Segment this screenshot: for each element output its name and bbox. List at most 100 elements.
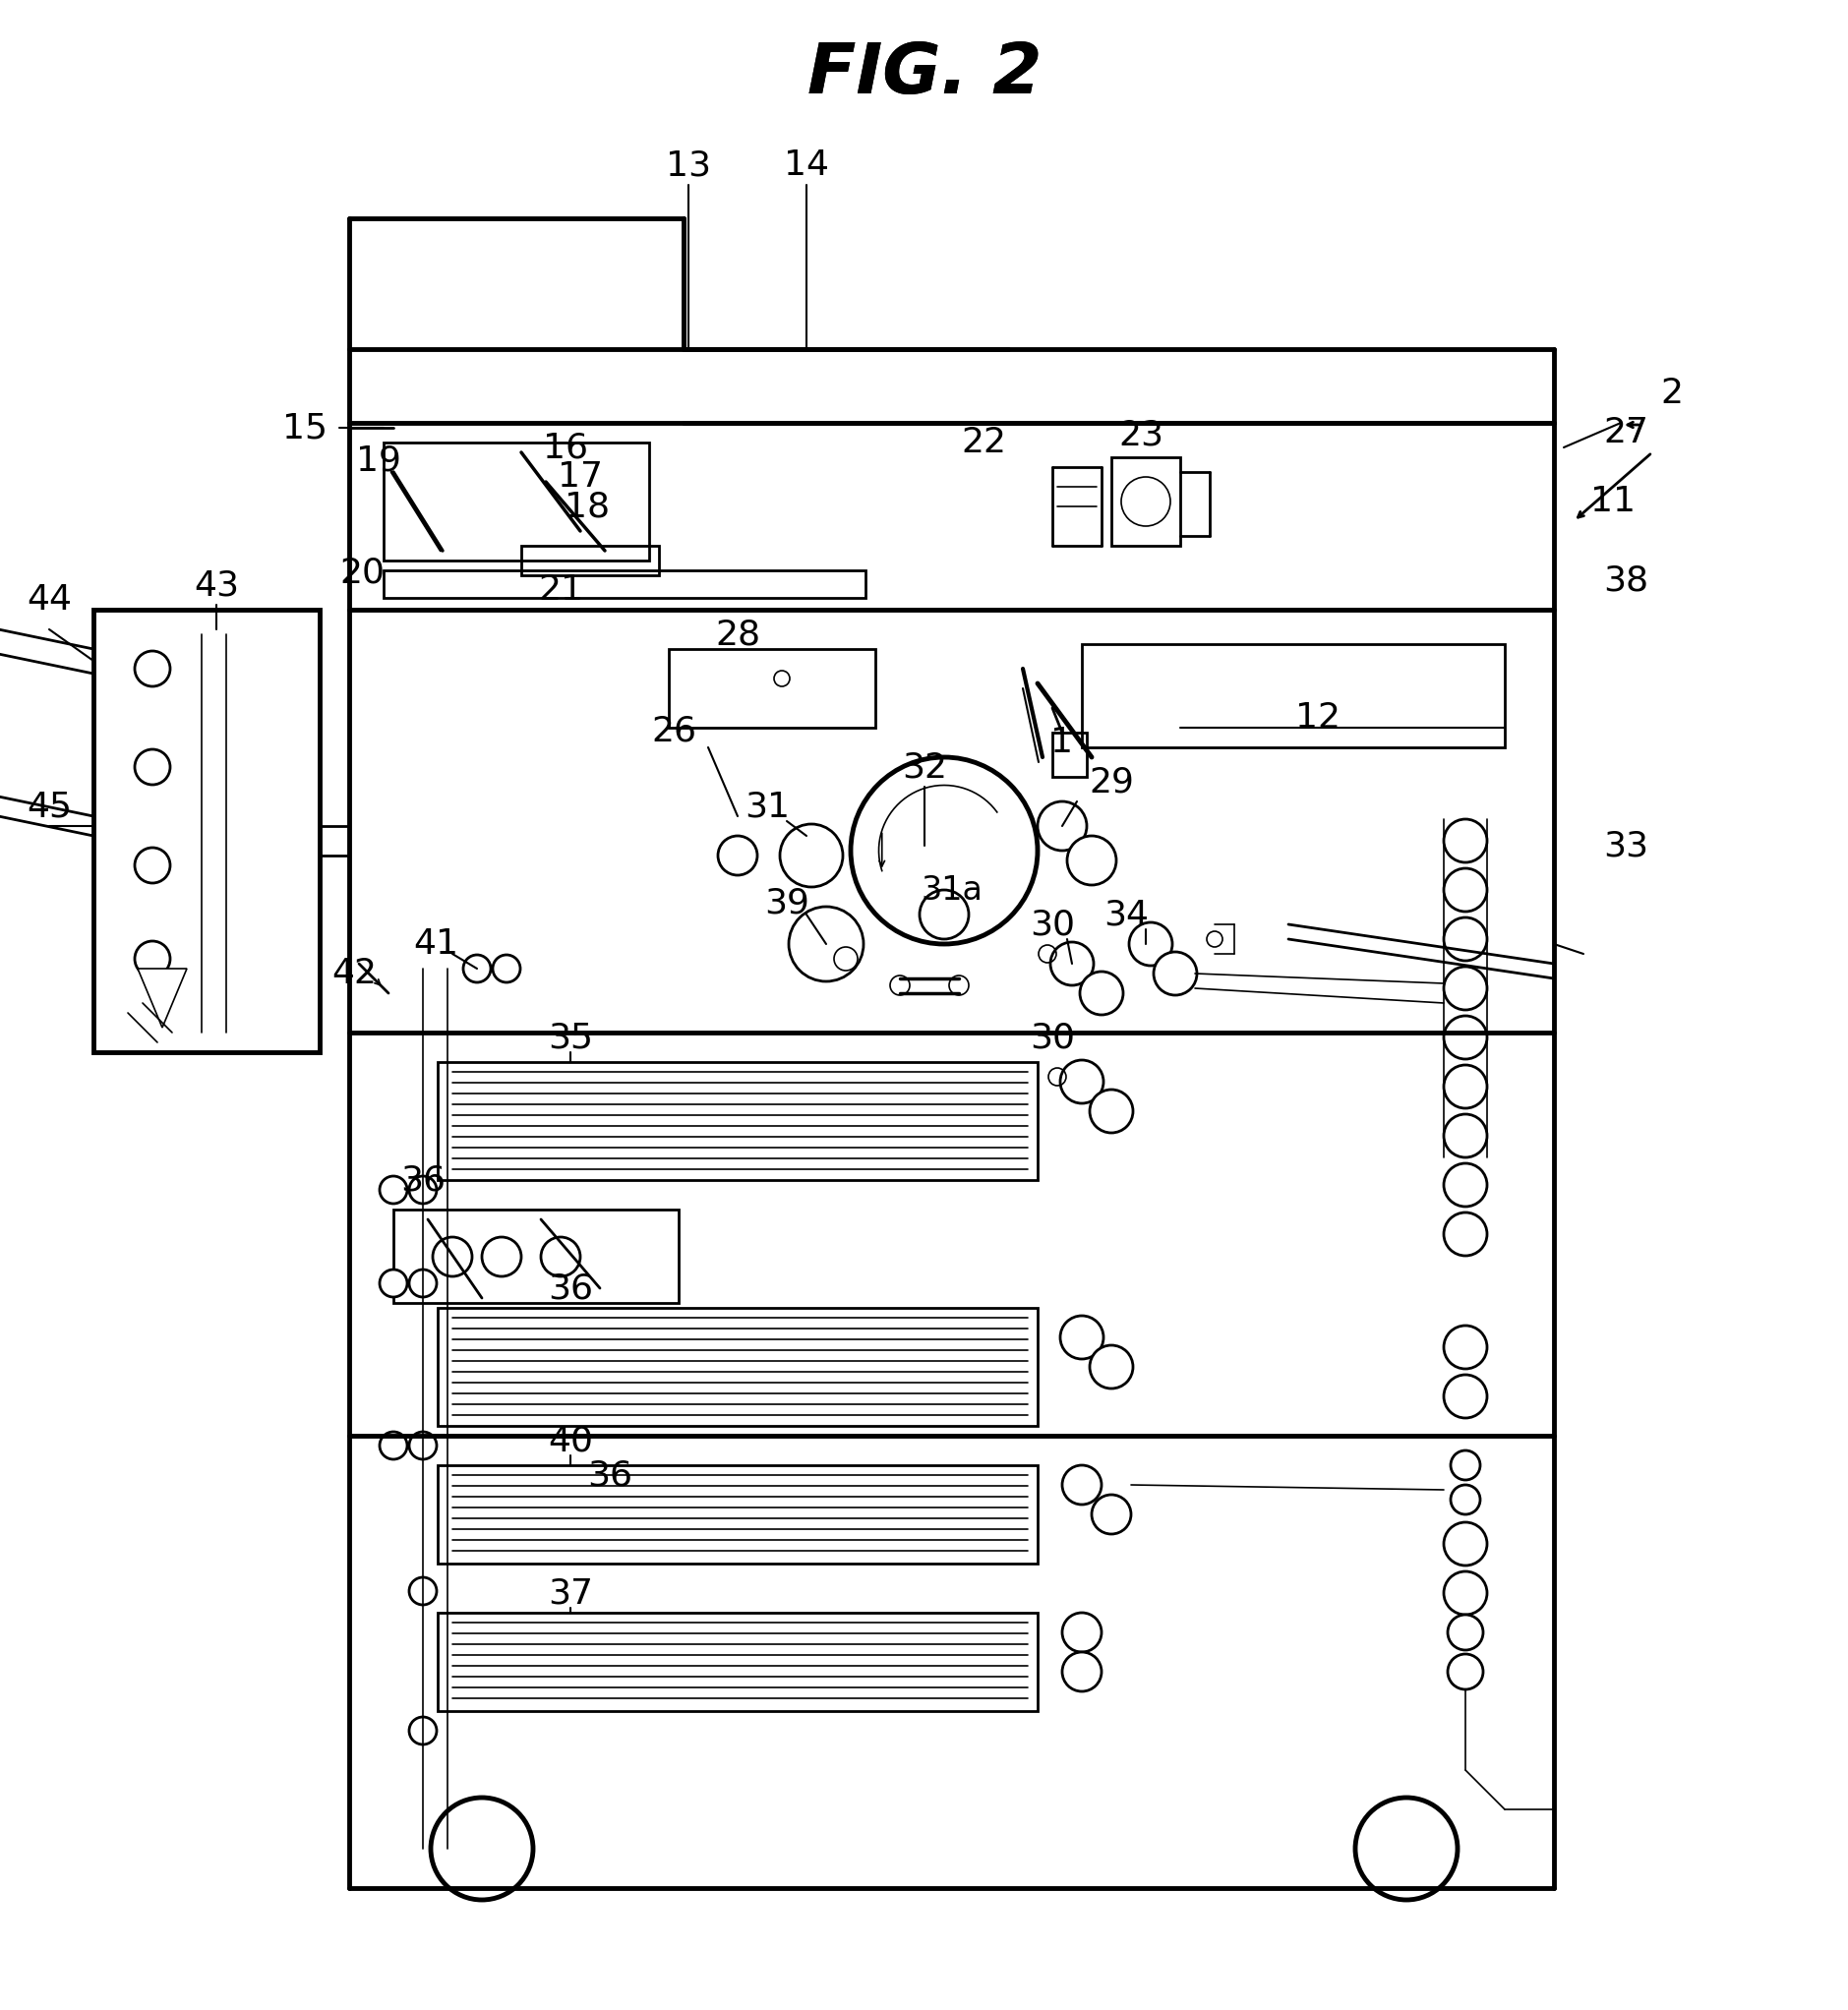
Text: FIG. 2: FIG. 2: [808, 40, 1042, 109]
Circle shape: [1443, 917, 1488, 961]
Text: FIG. 2: FIG. 2: [808, 40, 1042, 109]
Circle shape: [379, 1431, 407, 1459]
Text: 2: 2: [1661, 376, 1684, 410]
Circle shape: [1443, 1015, 1488, 1059]
Circle shape: [408, 1176, 436, 1204]
Text: 31: 31: [745, 790, 789, 822]
Circle shape: [408, 1578, 436, 1604]
Circle shape: [1090, 1345, 1133, 1389]
Circle shape: [135, 750, 170, 784]
Bar: [669, 649, 876, 728]
Text: 26: 26: [650, 714, 697, 748]
Text: 13: 13: [665, 149, 711, 183]
Text: 30: 30: [1029, 909, 1076, 941]
Polygon shape: [139, 969, 187, 1027]
Bar: [1111, 456, 1181, 547]
Circle shape: [1443, 967, 1488, 1009]
Text: 23: 23: [1118, 418, 1164, 452]
Circle shape: [1443, 1325, 1488, 1369]
Circle shape: [1092, 1495, 1131, 1534]
Bar: [438, 1465, 1037, 1564]
Circle shape: [464, 955, 492, 983]
Circle shape: [1090, 1089, 1133, 1134]
Circle shape: [774, 671, 789, 685]
Bar: [1081, 643, 1504, 748]
Text: 27: 27: [1602, 416, 1648, 450]
Text: 32: 32: [902, 750, 948, 784]
Bar: [438, 1612, 1037, 1711]
Bar: [1052, 732, 1087, 776]
Text: 40: 40: [547, 1423, 593, 1457]
Text: 28: 28: [715, 617, 760, 651]
Circle shape: [379, 1270, 407, 1296]
Circle shape: [833, 947, 857, 971]
Text: 22: 22: [961, 426, 1005, 458]
Circle shape: [1066, 836, 1116, 884]
Bar: [438, 1309, 1037, 1425]
Text: 38: 38: [1602, 563, 1648, 597]
Circle shape: [1443, 868, 1488, 913]
Text: 14: 14: [784, 149, 830, 183]
Text: 12: 12: [1295, 701, 1340, 734]
Circle shape: [1037, 802, 1087, 850]
Text: 36: 36: [401, 1164, 445, 1196]
Circle shape: [1063, 1465, 1101, 1505]
Circle shape: [891, 975, 909, 995]
Text: 41: 41: [414, 927, 458, 961]
Circle shape: [1443, 1164, 1488, 1206]
Text: 44: 44: [26, 583, 72, 617]
Text: 29: 29: [1088, 766, 1135, 798]
Circle shape: [541, 1236, 580, 1276]
Circle shape: [1050, 943, 1094, 985]
Text: 17: 17: [558, 460, 602, 494]
Text: 35: 35: [547, 1021, 593, 1053]
Circle shape: [1355, 1797, 1458, 1899]
Circle shape: [1061, 1059, 1103, 1103]
Text: 21: 21: [538, 573, 584, 607]
Circle shape: [1061, 1317, 1103, 1359]
Text: 15: 15: [283, 412, 327, 444]
Bar: [438, 1061, 1037, 1180]
Circle shape: [780, 824, 843, 886]
Circle shape: [1443, 1212, 1488, 1256]
Circle shape: [719, 836, 758, 874]
Text: 33: 33: [1602, 828, 1648, 862]
Text: 30: 30: [1029, 1021, 1076, 1053]
Bar: [384, 571, 865, 597]
Circle shape: [1451, 1451, 1480, 1479]
Circle shape: [135, 651, 170, 685]
Circle shape: [408, 1431, 436, 1459]
Text: 20: 20: [340, 555, 384, 589]
Text: 11: 11: [1591, 484, 1635, 519]
Circle shape: [135, 848, 170, 882]
Circle shape: [135, 941, 170, 977]
Text: 18: 18: [564, 490, 610, 523]
Text: 39: 39: [765, 886, 809, 919]
Circle shape: [1079, 971, 1124, 1015]
Text: 1: 1: [1052, 726, 1074, 760]
Text: 36: 36: [547, 1272, 593, 1304]
Text: 43: 43: [194, 569, 238, 601]
Circle shape: [1443, 1572, 1488, 1614]
Circle shape: [1443, 1114, 1488, 1158]
Text: 16: 16: [543, 430, 588, 464]
Text: 34: 34: [1103, 898, 1149, 931]
Circle shape: [1443, 1375, 1488, 1417]
Circle shape: [1443, 820, 1488, 862]
Circle shape: [482, 1236, 521, 1276]
Circle shape: [1443, 1065, 1488, 1108]
Circle shape: [920, 890, 968, 939]
Circle shape: [950, 975, 968, 995]
Text: 19: 19: [357, 444, 401, 476]
Circle shape: [1129, 923, 1172, 965]
Bar: [384, 442, 649, 561]
Text: 45: 45: [26, 790, 72, 822]
Circle shape: [1451, 1485, 1480, 1514]
Circle shape: [431, 1797, 532, 1899]
Circle shape: [1063, 1612, 1101, 1652]
Bar: [394, 1210, 678, 1302]
Text: 42: 42: [331, 957, 377, 991]
Text: 37: 37: [547, 1576, 593, 1610]
Circle shape: [1153, 953, 1198, 995]
Text: 31a: 31a: [920, 874, 983, 907]
